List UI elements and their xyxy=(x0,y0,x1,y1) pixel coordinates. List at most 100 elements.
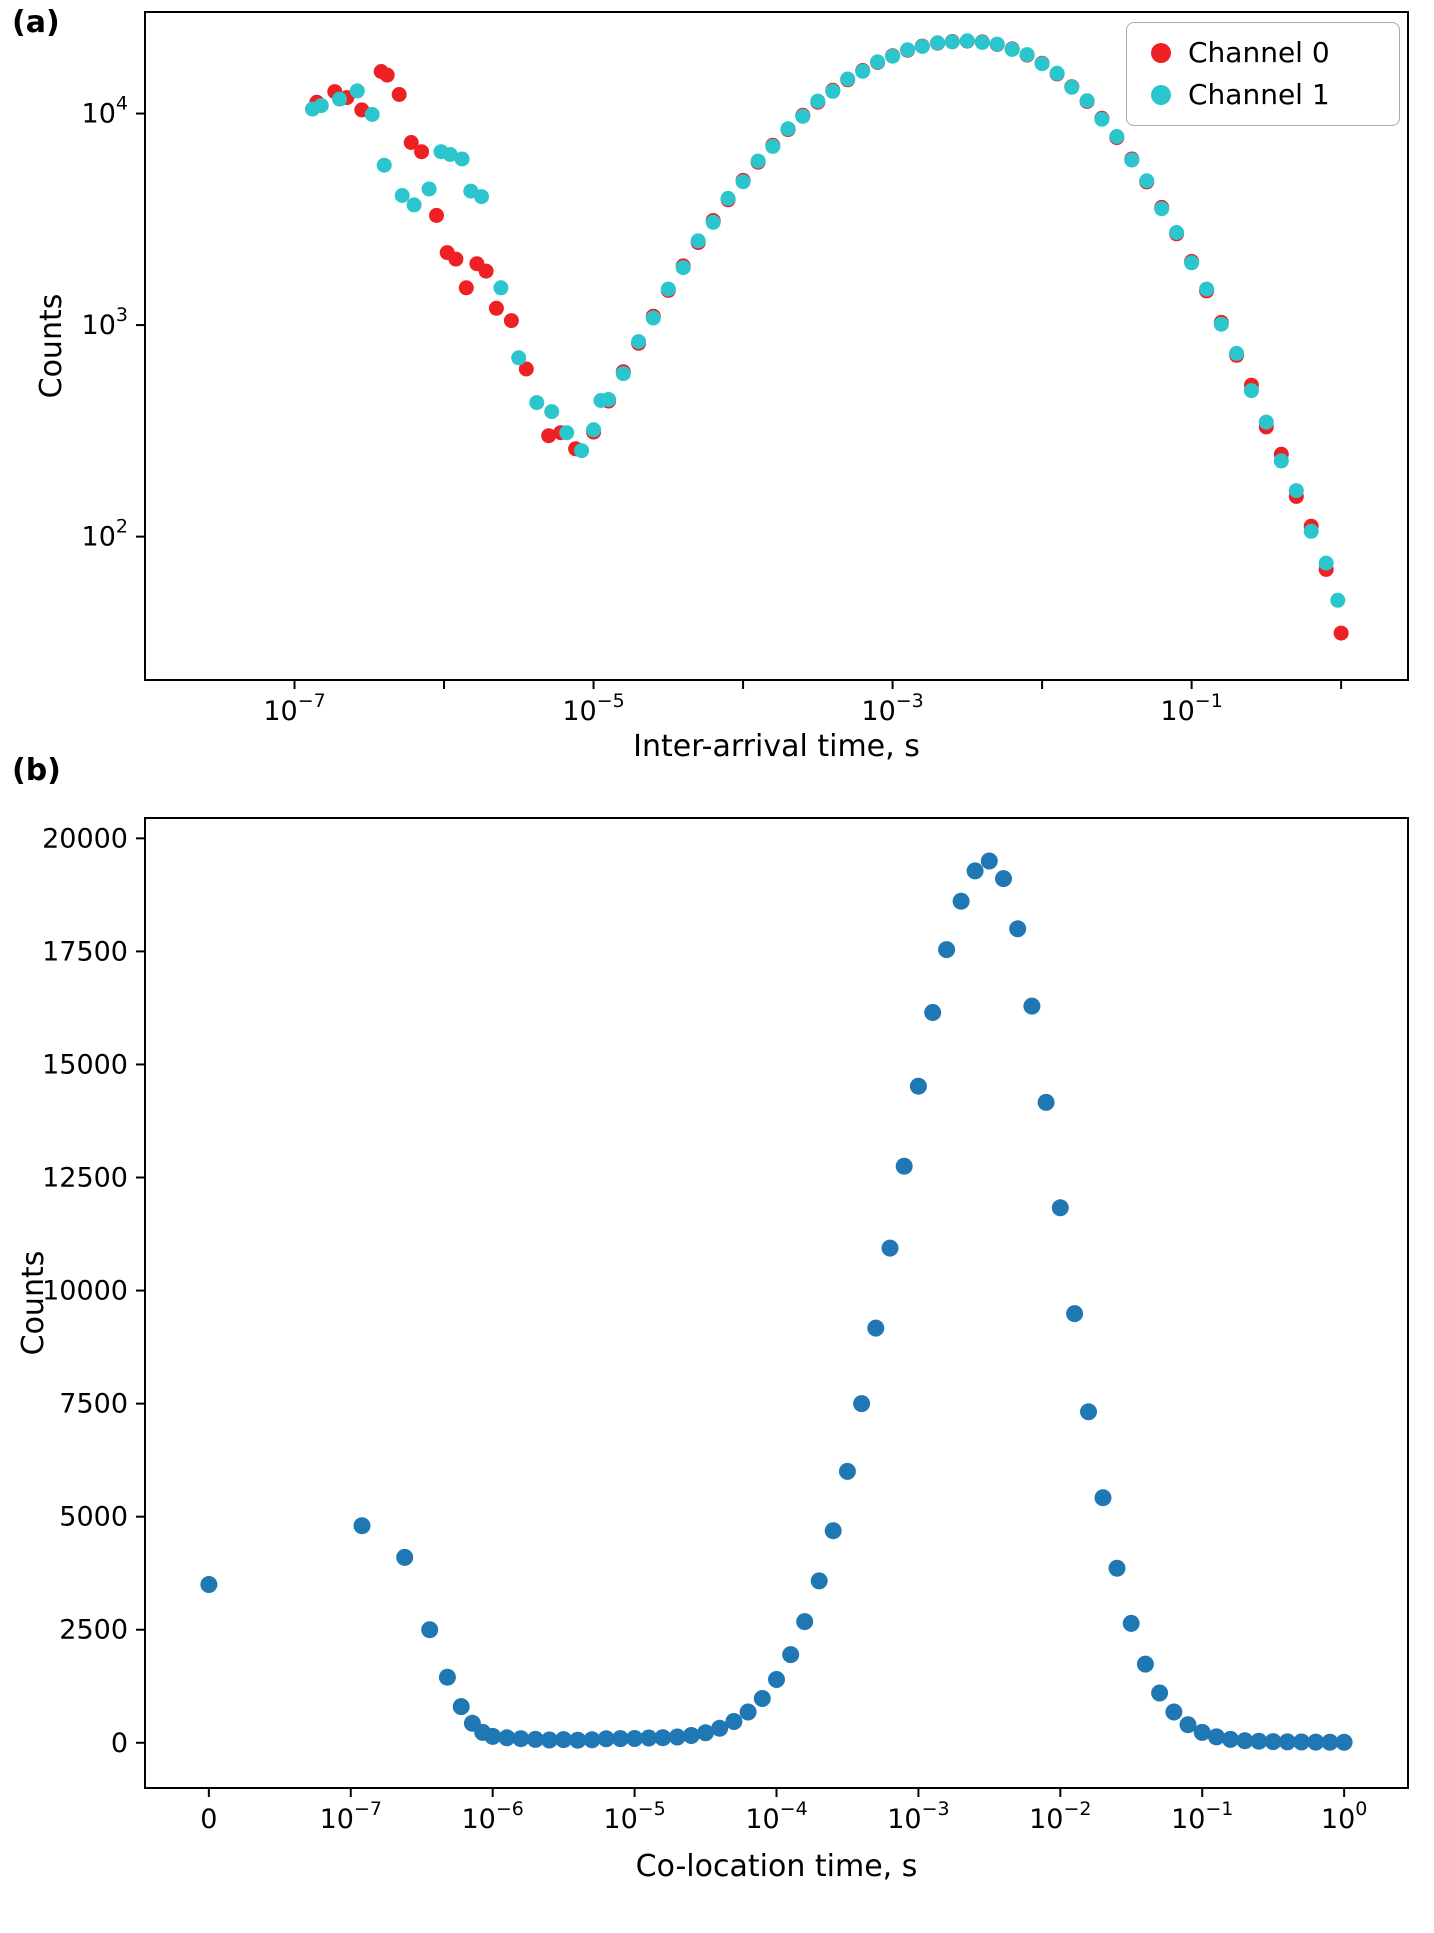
scatter-point xyxy=(711,1719,729,1737)
scatter-point xyxy=(974,34,990,50)
scatter-point xyxy=(675,260,691,276)
tick-label: 10−3 xyxy=(887,1798,949,1835)
panel-b-y-axis-label: Counts xyxy=(16,1250,51,1356)
tick-label: 10−4 xyxy=(745,1798,807,1835)
panel-a-spines xyxy=(144,11,1409,681)
scatter-point xyxy=(1108,1559,1126,1577)
scatter-point xyxy=(765,138,781,154)
scatter-point xyxy=(442,147,458,162)
scatter-point xyxy=(484,1727,502,1745)
scatter-point xyxy=(895,1157,913,1175)
panel-b-x-axis-label: Co-location time, s xyxy=(635,1849,918,1884)
panel-a-y-axis-label: Counts xyxy=(34,293,69,399)
scatter-point xyxy=(574,443,590,459)
tick-label: 103 xyxy=(82,304,128,341)
scatter-point xyxy=(583,1731,601,1749)
scatter-point xyxy=(601,392,617,407)
scatter-point xyxy=(391,87,407,102)
tick-label: 10−5 xyxy=(603,1798,665,1835)
scatter-point xyxy=(980,852,998,870)
tick-label: 10−7 xyxy=(263,690,325,727)
scatter-point xyxy=(782,1646,800,1664)
scatter-point xyxy=(944,34,960,50)
scatter-point xyxy=(1049,65,1065,81)
tick-label: 102 xyxy=(82,516,128,553)
scatter-point xyxy=(511,350,527,366)
scatter-point xyxy=(1165,1703,1183,1721)
tick-label: 100 xyxy=(1321,1798,1367,1835)
scatter-point xyxy=(569,1731,587,1749)
tick-label: 5000 xyxy=(59,1502,128,1533)
scatter-point xyxy=(1169,225,1185,240)
scatter-point xyxy=(995,870,1012,888)
scatter-point xyxy=(349,83,365,99)
scatter-point xyxy=(1004,41,1020,57)
scatter-point xyxy=(1080,1403,1097,1421)
tick-label: 104 xyxy=(82,93,128,130)
scatter-point xyxy=(376,157,392,173)
scatter-point xyxy=(1199,281,1215,297)
scatter-point xyxy=(1151,1684,1169,1702)
scatter-point xyxy=(406,197,422,213)
channel-0-marker-icon xyxy=(1151,43,1171,63)
scatter-point xyxy=(1051,1199,1069,1217)
scatter-point xyxy=(518,361,534,377)
scatter-point xyxy=(909,1077,927,1095)
scatter-point xyxy=(421,181,437,197)
scatter-point xyxy=(626,1730,644,1747)
scatter-point xyxy=(1303,523,1319,539)
scatter-point xyxy=(512,1730,530,1748)
scatter-point xyxy=(1229,345,1245,361)
scatter-point xyxy=(838,1462,856,1480)
scatter-point xyxy=(529,395,545,411)
scatter-point xyxy=(1288,483,1304,499)
scatter-point xyxy=(1273,453,1289,469)
scatter-point xyxy=(559,425,575,441)
scatter-point xyxy=(952,892,970,910)
scatter-point xyxy=(429,207,444,223)
scatter-point xyxy=(796,1613,814,1631)
scatter-point xyxy=(924,1004,942,1021)
scatter-point xyxy=(458,280,474,296)
scatter-point xyxy=(1034,56,1050,72)
scatter-point xyxy=(870,54,886,70)
scatter-point xyxy=(1023,997,1041,1015)
tick-label: 17500 xyxy=(42,936,128,967)
scatter-point xyxy=(452,1698,470,1716)
scatter-point xyxy=(448,251,464,267)
scatter-point xyxy=(353,1517,371,1535)
scatter-point xyxy=(544,404,560,420)
scatter-point xyxy=(526,1730,544,1748)
scatter-point xyxy=(1318,555,1334,571)
scatter-point xyxy=(586,422,602,438)
scatter-point xyxy=(1079,93,1095,109)
scatter-point xyxy=(1124,152,1140,168)
tick-label: 10−7 xyxy=(320,1798,382,1835)
scatter-point xyxy=(1250,1732,1268,1750)
scatter-point xyxy=(597,1730,615,1748)
tick-label: 20000 xyxy=(42,823,128,854)
tick-label: 7500 xyxy=(59,1389,128,1420)
tick-label: 0 xyxy=(200,1804,217,1835)
scatter-point xyxy=(396,1548,414,1566)
scatter-point xyxy=(1064,79,1080,95)
scatter-point xyxy=(493,280,509,296)
scatter-point xyxy=(414,144,430,160)
scatter-point xyxy=(1264,1733,1282,1751)
scatter-point xyxy=(1136,1655,1154,1673)
tick-label: 10−1 xyxy=(1171,1798,1233,1835)
scatter-point xyxy=(1154,201,1170,217)
scatter-point xyxy=(1009,920,1027,938)
panel-b-label: (b) xyxy=(12,753,61,788)
scatter-point xyxy=(825,83,841,99)
legend-label-channel-0: Channel 0 xyxy=(1188,36,1330,69)
scatter-point xyxy=(1236,1732,1254,1750)
scatter-point xyxy=(403,135,419,150)
scatter-point xyxy=(379,67,395,83)
scatter-point xyxy=(1109,129,1125,144)
scatter-point xyxy=(498,1729,516,1747)
scatter-point xyxy=(853,1395,871,1413)
legend-item-channel-1: Channel 1 xyxy=(1127,74,1399,116)
scatter-point xyxy=(914,39,930,54)
